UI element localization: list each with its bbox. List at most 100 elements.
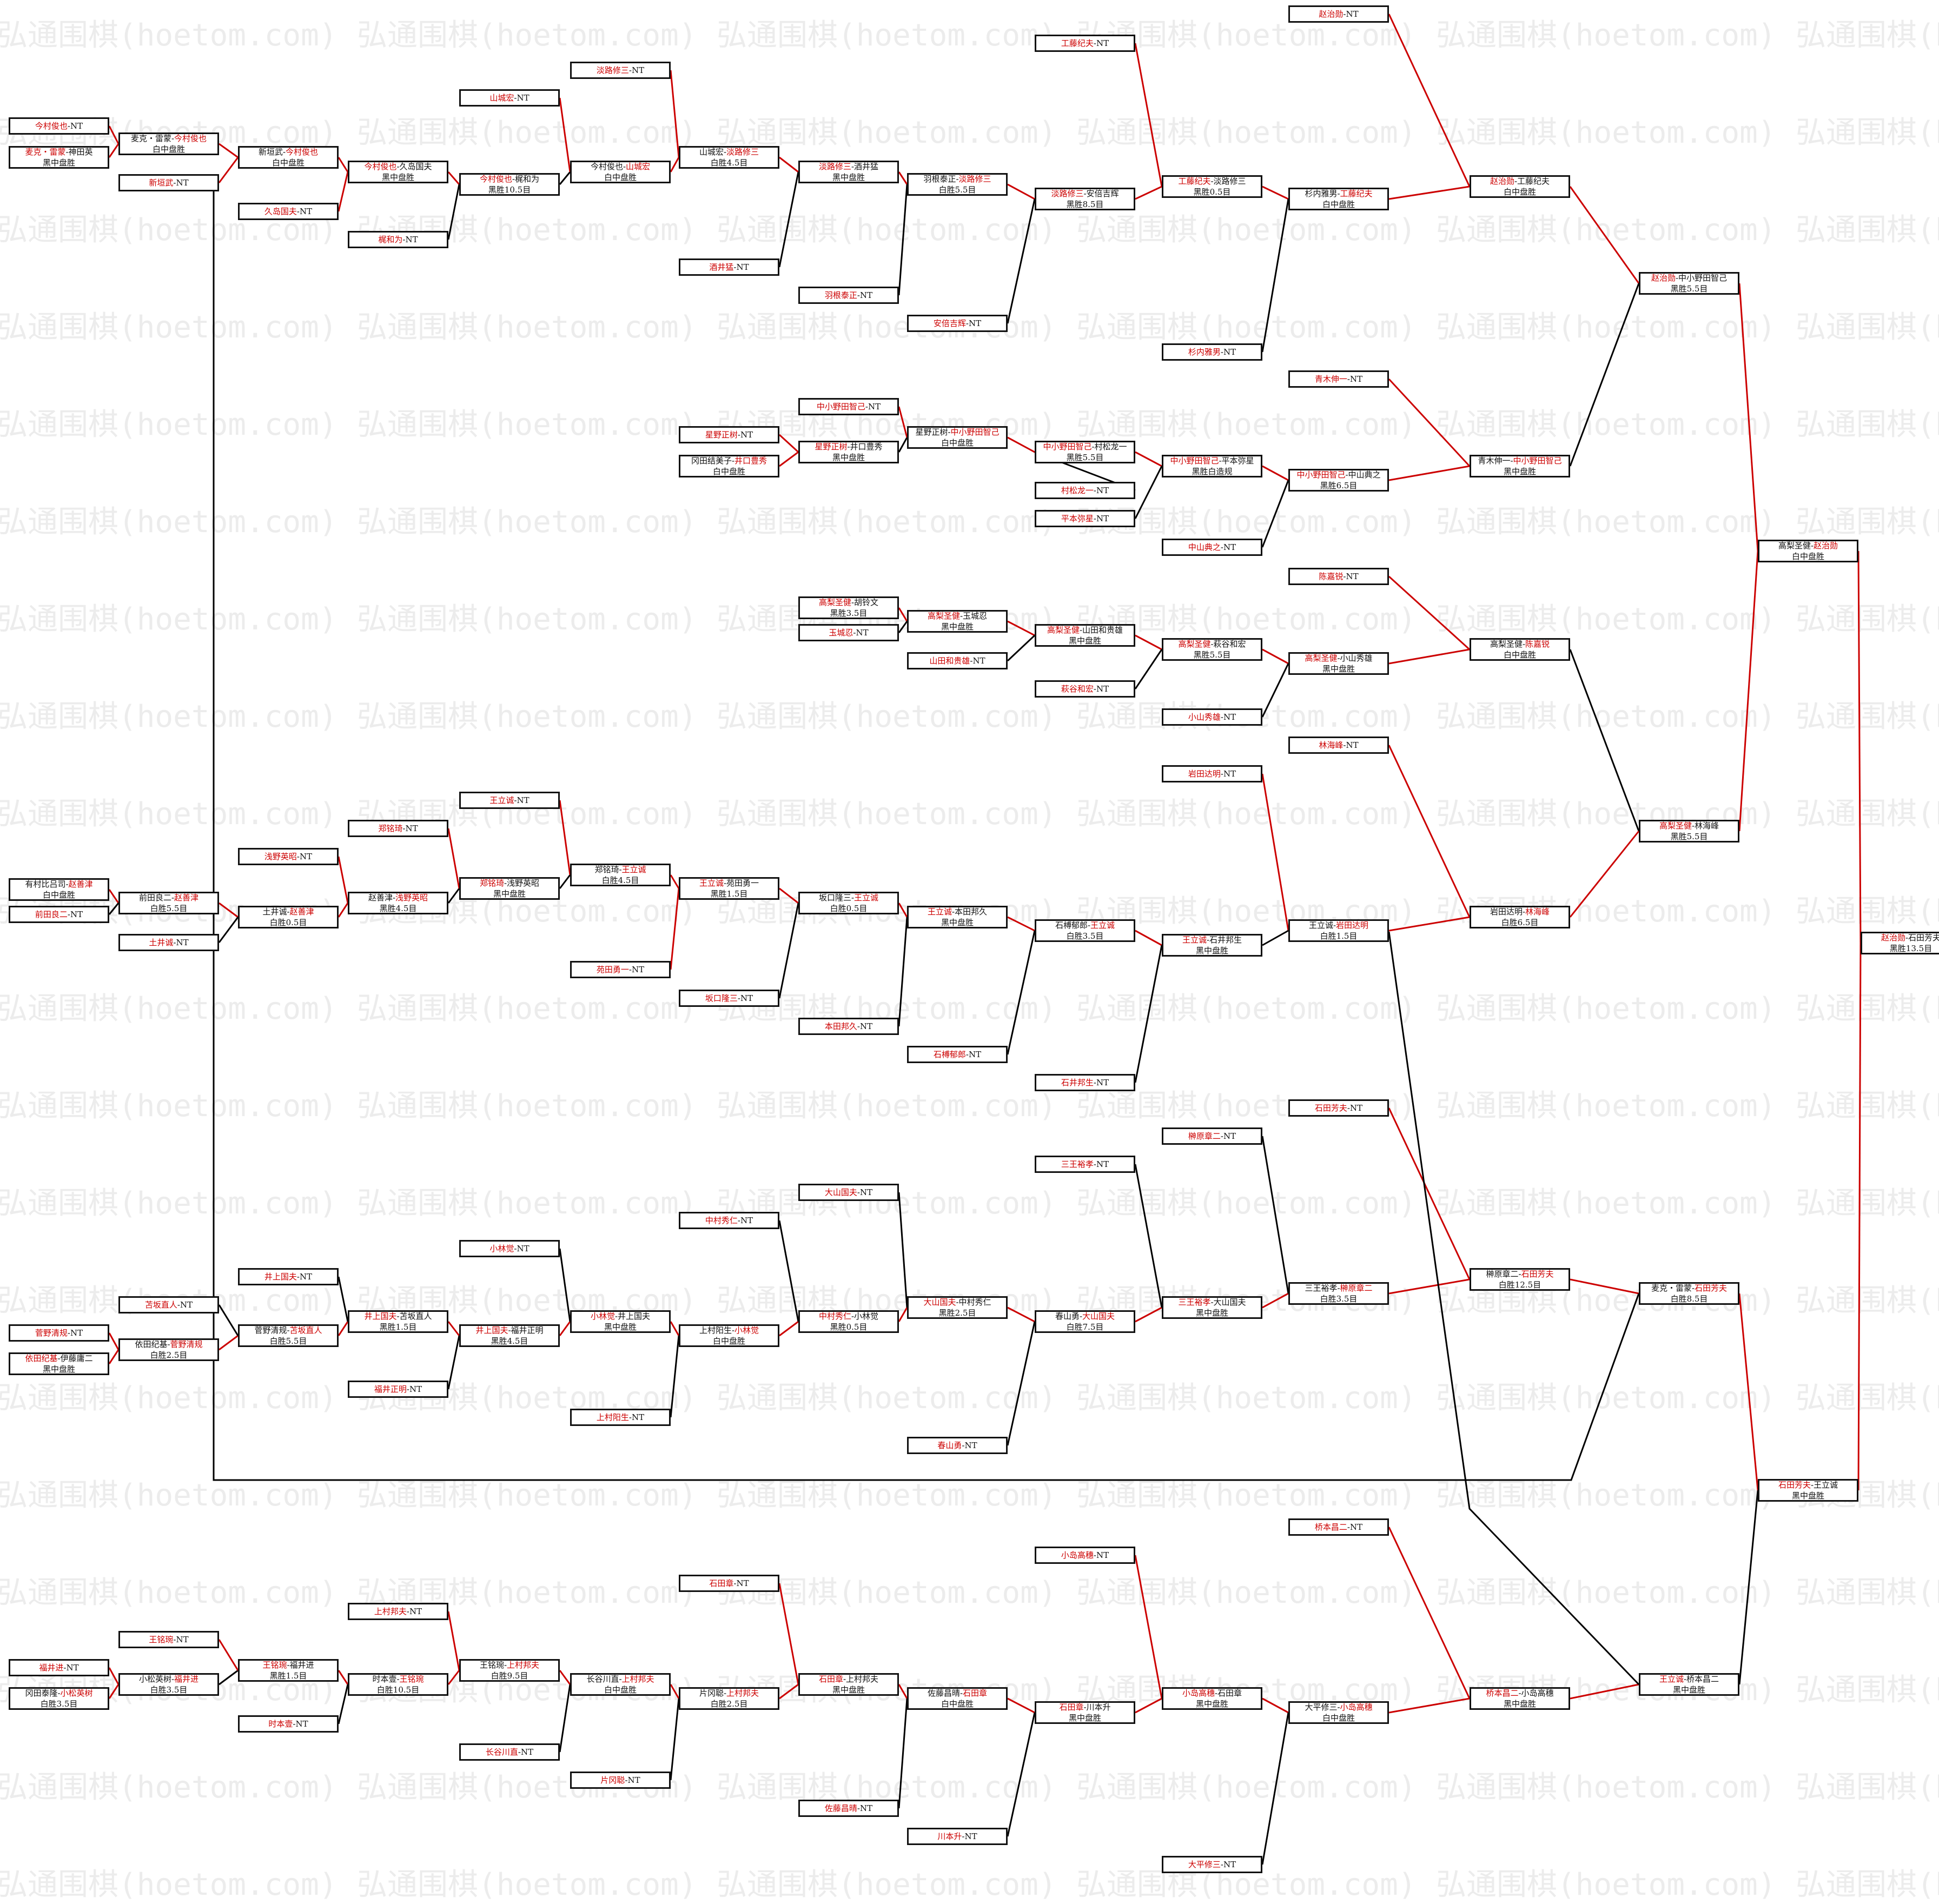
player-b: 安倍吉辉 (1086, 189, 1119, 198)
match-result: 黑中盘胜 (941, 918, 974, 927)
match-players: 依田纪基-伊藤庸二 (10, 1354, 108, 1364)
player-a: 今村俊也 (590, 162, 623, 171)
match-box: 佐藤昌晴-NT (798, 1800, 899, 1817)
bracket-connector (559, 1684, 571, 1753)
vs-separator: - (67, 1328, 70, 1338)
player-b: NT (1223, 1860, 1236, 1869)
bracket-connector (1007, 1697, 1035, 1714)
match-players: 杉内雅男-工藤纪夫 (1290, 189, 1387, 199)
vs-separator: - (1093, 1078, 1096, 1087)
player-b: NT (964, 1832, 977, 1841)
match-players: 中村秀仁-小林觉 (800, 1312, 897, 1322)
player-a: 苫坂直人 (144, 1300, 177, 1310)
player-b: 大山国夫 (1213, 1297, 1246, 1307)
vs-separator: - (65, 147, 69, 157)
match-players: 前田良二-NT (10, 909, 108, 920)
match-box: 佐藤昌晴-石田章 白中盘胜 (907, 1687, 1008, 1710)
vs-separator: - (1220, 1860, 1223, 1869)
match-box: 小松英树-福井进 白胜3.5目 (118, 1673, 219, 1696)
bracket-connector (778, 171, 799, 268)
vs-separator: - (965, 1050, 969, 1059)
vs-separator: - (63, 1663, 67, 1673)
player-b: 淡路修三 (726, 147, 759, 157)
match-players: 麦克・雷蒙-神田英 (10, 147, 108, 157)
match-result: 白中盘胜 (712, 467, 745, 476)
bracket-connector (1135, 634, 1162, 651)
vs-separator: - (731, 1325, 735, 1335)
player-b: 王立诚 (854, 893, 879, 903)
match-players: 淡路修三-酒井猛 (800, 162, 897, 172)
match-players: 高梨圣健-胡铃文 (800, 598, 897, 608)
player-b: 川本升 (1086, 1702, 1111, 1712)
player-a: 榊原章二 (1486, 1269, 1519, 1279)
match-box: 羽根泰正-NT (798, 287, 899, 304)
bracket-connector (213, 185, 1640, 1481)
bracket-connector (559, 171, 571, 185)
player-b: NT (299, 852, 313, 861)
player-a: 上村阳生 (596, 1412, 629, 1422)
player-b: NT (295, 1719, 308, 1729)
match-players: 青木伸一-NT (1290, 374, 1387, 384)
vs-separator: - (847, 442, 850, 452)
player-b: 井上国夫 (618, 1311, 651, 1321)
match-players: 星野正树-中小野田智己 (909, 428, 1006, 437)
vs-separator: - (1079, 1311, 1083, 1321)
bracket-connector (219, 902, 239, 918)
bracket-connector (778, 1220, 799, 1322)
player-b: NT (176, 938, 189, 947)
bracket-connector (218, 157, 239, 183)
player-a: 山城宏 (489, 93, 514, 103)
player-b: NT (180, 1300, 193, 1310)
player-a: 坂口隆三 (705, 993, 738, 1003)
vs-separator: - (733, 262, 737, 272)
match-result: 黑胜3.5目 (830, 608, 868, 618)
match-players: 长谷川直-上村邦夫 (572, 1675, 669, 1684)
bracket-connector (1007, 634, 1036, 662)
match-players: 郑铭琦-NT (349, 823, 447, 834)
match-box: 桥本昌二-NT (1288, 1518, 1389, 1536)
match-box: 麦克・雷蒙-石田芳夫 白胜8.5目 (1639, 1282, 1739, 1305)
player-a: 杉内雅男 (1305, 189, 1338, 198)
match-players: 星野正树-NT (680, 429, 778, 440)
match-box: 小山秀雄-NT (1162, 708, 1262, 726)
match-box: 山城宏-NT (459, 89, 560, 107)
vs-separator: - (723, 147, 727, 157)
match-players: 高梨圣健-萩谷和宏 (1163, 640, 1261, 649)
match-box: 星野正树-NT (679, 426, 779, 443)
match-result: 黑胜0.5目 (1193, 187, 1231, 197)
player-b: NT (736, 1578, 749, 1588)
player-a: 上村邦夫 (374, 1607, 407, 1616)
vs-separator: - (514, 1244, 517, 1253)
player-a: 小岛高穗 (1182, 1688, 1215, 1698)
match-box: 冈田泰隆-小松英树 白胜3.5目 (9, 1687, 109, 1710)
match-box: 石井邦生-NT (1035, 1074, 1135, 1091)
match-result: 黑胜5.5目 (1670, 284, 1708, 294)
match-box: 麦克・雷蒙-神田英 黑中盘胜 (9, 146, 109, 169)
match-players: 井上国夫-苫坂直人 (349, 1312, 447, 1322)
vs-separator: - (57, 1688, 61, 1698)
match-box: 青木伸一-NT (1288, 370, 1389, 388)
match-box: 小岛高穗-石田章 黑中盘胜 (1162, 1687, 1262, 1710)
player-a: 赵治勋 (1651, 273, 1676, 283)
match-box: 大平修三-NT (1162, 1856, 1262, 1873)
match-box: 长谷川直-NT (459, 1743, 560, 1761)
match-result: 黑中盘胜 (42, 158, 75, 168)
player-a: 村松龙一 (1061, 486, 1094, 495)
match-players: 春山勇-大山国夫 (1036, 1311, 1134, 1322)
player-a: 佐藤昌晴 (927, 1688, 960, 1698)
vs-separator: - (1522, 639, 1526, 649)
vs-separator: - (614, 1311, 618, 1321)
bracket-connector (898, 917, 908, 1027)
player-a: 小岛高穗 (1061, 1550, 1094, 1560)
player-b: 榊原章二 (1340, 1283, 1373, 1293)
bracket-connector (337, 1321, 349, 1336)
match-players: 中小野田智己-平本弥星 (1163, 456, 1261, 466)
match-result: 白胜4.5目 (601, 875, 639, 885)
match-box: 井上国夫-NT (238, 1268, 339, 1285)
vs-separator: - (1347, 1103, 1350, 1113)
match-box: 赵治勋-石田芳夫 黑胜13.5目 (1861, 932, 1939, 954)
player-b: 梶和为 (515, 174, 540, 184)
match-result: 黑中盘胜 (832, 173, 865, 182)
match-box: 小林觉-井上国夫 黑中盘胜 (570, 1310, 671, 1333)
